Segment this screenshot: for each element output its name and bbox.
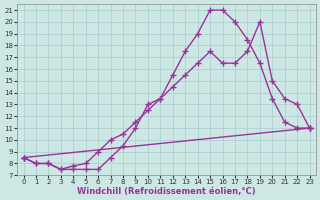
X-axis label: Windchill (Refroidissement éolien,°C): Windchill (Refroidissement éolien,°C) (77, 187, 256, 196)
